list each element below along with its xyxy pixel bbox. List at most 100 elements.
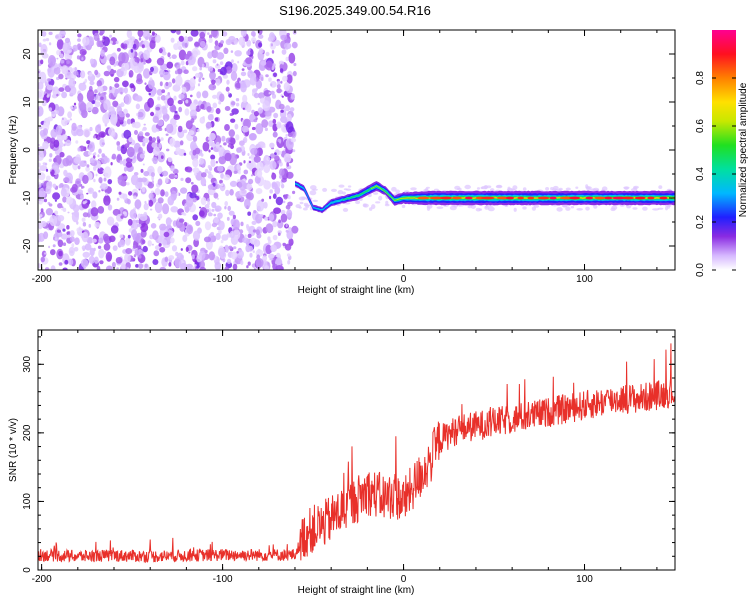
noise-blob xyxy=(253,210,257,214)
noise-blob xyxy=(115,222,119,226)
noise-blob xyxy=(167,97,174,107)
noise-blob xyxy=(154,188,161,196)
noise-blob xyxy=(62,267,68,270)
noise-blob xyxy=(214,205,222,212)
noise-blob xyxy=(229,189,234,196)
noise-blob xyxy=(86,192,89,195)
noise-blob xyxy=(285,105,291,112)
noise-blob xyxy=(73,70,79,76)
noise-blob xyxy=(220,239,224,244)
noise-blob xyxy=(228,210,235,216)
noise-blob xyxy=(53,148,56,151)
noise-blob xyxy=(246,265,249,269)
noise-blob xyxy=(88,72,93,77)
halo-blob xyxy=(464,184,472,190)
noise-blob xyxy=(75,140,79,144)
noise-blob xyxy=(149,40,156,50)
halo-blob xyxy=(449,205,457,211)
noise-blob xyxy=(48,107,53,112)
noise-blob xyxy=(155,106,161,111)
noise-blob xyxy=(117,87,125,94)
noise-blob xyxy=(56,57,59,60)
noise-blob xyxy=(44,252,47,255)
noise-blob xyxy=(212,59,217,64)
noise-blob xyxy=(116,47,121,52)
noise-blob xyxy=(56,93,59,97)
noise-blob xyxy=(184,42,188,48)
noise-blob xyxy=(166,148,170,152)
noise-blob xyxy=(103,243,111,251)
chart-title: S196.2025.349.00.54.R16 xyxy=(279,3,431,18)
noise-blob xyxy=(258,48,264,55)
noise-blob xyxy=(47,55,56,67)
noise-blob xyxy=(210,154,216,160)
halo-blob xyxy=(611,205,618,210)
noise-blob xyxy=(123,175,128,180)
halo-blob xyxy=(434,188,439,191)
noise-blob xyxy=(141,177,148,183)
noise-blob xyxy=(67,211,70,214)
noise-blob xyxy=(122,146,125,149)
noise-blob xyxy=(139,213,148,222)
noise-blob xyxy=(211,79,216,85)
trace-peak xyxy=(465,196,473,200)
noise-blob xyxy=(56,38,64,50)
noise-blob xyxy=(232,263,238,270)
noise-blob xyxy=(272,131,278,138)
noise-blob xyxy=(215,232,221,241)
noise-blob xyxy=(126,198,131,205)
noise-blob xyxy=(184,53,190,60)
noise-blob xyxy=(215,141,220,149)
snr-x-axis-label: Height of straight line (km) xyxy=(298,585,415,596)
noise-blob xyxy=(104,201,110,206)
trace-peak xyxy=(634,196,646,200)
noise-blob xyxy=(247,233,252,238)
noise-blob xyxy=(110,74,114,77)
noise-blob xyxy=(140,222,149,233)
noise-blob xyxy=(183,129,188,134)
noise-blob xyxy=(279,68,284,73)
noise-blob xyxy=(74,237,80,245)
noise-blob xyxy=(38,169,41,175)
noise-blob xyxy=(174,174,178,178)
noise-blob xyxy=(103,99,111,111)
noise-blob xyxy=(157,96,161,101)
noise-blob xyxy=(192,135,198,142)
noise-blob xyxy=(156,136,160,141)
noise-blob xyxy=(226,258,232,264)
noise-blob xyxy=(98,148,102,154)
noise-blob xyxy=(98,177,103,184)
noise-blob xyxy=(180,60,185,66)
noise-blob xyxy=(245,103,252,113)
noise-blob xyxy=(43,198,48,203)
noise-blob xyxy=(214,117,219,122)
noise-blob xyxy=(143,68,151,79)
noise-blob xyxy=(242,94,248,103)
noise-blob xyxy=(170,105,177,113)
x-tick-label: -100 xyxy=(213,574,233,585)
noise-blob xyxy=(92,191,98,199)
halo-blob xyxy=(305,204,310,209)
y-tick-label: 200 xyxy=(22,424,33,441)
noise-blob xyxy=(257,102,260,105)
noise-blob xyxy=(258,34,264,39)
noise-blob xyxy=(38,263,41,269)
noise-blob xyxy=(126,30,133,39)
noise-blob xyxy=(39,214,43,218)
noise-blob xyxy=(165,177,169,184)
noise-blob xyxy=(219,152,223,157)
halo-blob xyxy=(585,206,590,211)
noise-blob xyxy=(189,77,196,88)
noise-blob xyxy=(142,163,145,166)
noise-blob xyxy=(81,217,86,223)
noise-blob xyxy=(225,189,230,197)
noise-blob xyxy=(147,33,150,37)
noise-blob xyxy=(123,166,128,172)
noise-blob xyxy=(124,93,132,105)
noise-blob xyxy=(272,220,278,228)
noise-blob xyxy=(89,80,95,86)
noise-blob xyxy=(46,175,51,181)
noise-blob xyxy=(40,256,45,263)
